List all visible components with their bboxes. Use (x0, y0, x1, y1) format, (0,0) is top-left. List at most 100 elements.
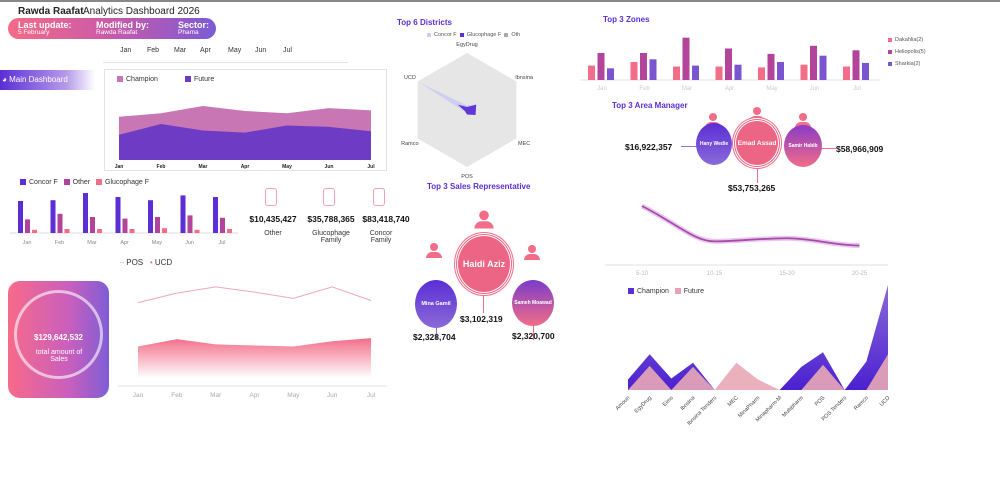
product-bar-chart: Jan Feb Mar Apr May Jun Jul (10, 193, 238, 246)
bar-heliopolis (725, 48, 732, 80)
champion-future-card: Champion Future Jan Feb Mar Apr May Jun Jul (104, 69, 387, 171)
bar-other (187, 215, 193, 233)
age-trend-chart: 5-10 10-15 15-20 20-25 (605, 203, 888, 277)
x-tick-label: May (287, 392, 300, 399)
last-update-value: 5 February (18, 29, 50, 36)
pos-line (137, 286, 372, 304)
x-tick-label: POS (814, 395, 827, 408)
bar-heliopolis (852, 50, 860, 80)
person-icon (524, 245, 540, 260)
emad-value: $53,753,265 (728, 183, 776, 193)
month-jun[interactable]: Jun (255, 47, 267, 54)
x-tick-label: Jan (115, 164, 124, 170)
sales-rep-sameh[interactable]: Sameh Moawad (512, 280, 554, 326)
bar-sharkia (692, 65, 699, 80)
bar-dakahlia (715, 66, 723, 80)
bar-concor-f (213, 197, 218, 233)
zones-title: Top 3 Zones (603, 15, 650, 24)
month-jan[interactable]: Jan (120, 47, 132, 54)
zones-bar-chart: Jan Feb Mar Apr May Jun Jul (580, 37, 880, 92)
info-banner: Last update: 5 February Modified by: Rawda… (8, 18, 216, 39)
main-dashboard-button[interactable]: ◕ Main Dashboard (0, 70, 95, 90)
legend-other: Other (72, 179, 91, 186)
family-value: $10,435,427 (249, 214, 297, 224)
sameh-value: $2,320,700 (512, 331, 555, 341)
bar-dakahlia (758, 67, 765, 80)
pos-ucd-legend: ⎯ POS • UCD (120, 258, 173, 267)
bar-concor-f (50, 200, 56, 233)
bar-concor-f (148, 200, 153, 233)
x-tick-label: Jun (325, 164, 334, 170)
product-legend: Concor F Other Glucophage F (20, 179, 149, 186)
sales-rep-haidi[interactable]: Haidi Aziz (455, 233, 513, 295)
x-tick-label: Jan (133, 392, 144, 399)
bar-glucophage-f (129, 229, 135, 233)
bar-heliopolis (682, 37, 690, 80)
x-tick-label: Mar (199, 164, 208, 170)
bar-sharkia (649, 59, 657, 80)
sector-label: Sector: (178, 20, 210, 30)
radar-axis-label: POS (461, 174, 473, 180)
bar-concor-f (83, 193, 88, 233)
zones-legend: Dakahlia(2) Heliopolis(5) Sharkia(2) (888, 34, 926, 70)
modified-by-label: Modified by: (96, 20, 149, 30)
x-tick-label: UCD (879, 395, 892, 408)
trend-line (641, 205, 860, 247)
legend-dakahlia: Dakahlia(2) (895, 37, 924, 43)
sales-rep-mina[interactable]: Mina Gamil (415, 280, 457, 328)
bar-dakahlia (630, 62, 638, 80)
month-mar[interactable]: Mar (174, 47, 187, 54)
bar-concor-f (18, 201, 23, 233)
family-label: Other (264, 230, 282, 237)
districts-title: Top 6 Districts (397, 18, 452, 27)
legend-champion: Champion (637, 288, 669, 295)
x-tick-label: Mar (682, 86, 692, 92)
legend-other: Oth (511, 32, 521, 38)
bar-other (25, 219, 30, 233)
x-tick-label: Jul (853, 86, 861, 92)
x-tick-label: Jul (367, 392, 376, 399)
x-tick-label: May (282, 164, 292, 170)
bar-dakahlia (800, 64, 808, 80)
person-icon (474, 210, 494, 229)
area-champion (628, 285, 888, 390)
decorative-ring (14, 290, 103, 379)
family-label: Glucophage Family (312, 230, 350, 244)
legend-champion: Champion (126, 76, 158, 83)
x-tick-label: 10-15 (707, 271, 723, 277)
bar-glucophage-f (162, 228, 167, 233)
bar-heliopolis (810, 45, 817, 80)
sales-rep-title: Top 3 Sales Representative (427, 182, 531, 191)
radar-series-glucophage-f (457, 104, 477, 115)
page-title: Analytics Dashboard 2026 (83, 6, 200, 17)
month-may[interactable]: May (228, 47, 242, 54)
medicine-bottle-icon (265, 188, 277, 206)
area-manager-emad[interactable]: Emad Assad (733, 118, 781, 168)
family-label: Concor Family (369, 230, 393, 244)
month-jul[interactable]: Jul (283, 47, 292, 54)
x-tick-label: 5-10 (636, 271, 649, 277)
legend: Future (185, 76, 214, 83)
x-tick-label: Jun (810, 86, 820, 92)
legend-sharkia: Sharkia(2) (895, 61, 921, 67)
x-tick-label: Jul (367, 164, 375, 170)
month-apr[interactable]: Apr (200, 47, 211, 54)
bar-dakahlia (673, 66, 680, 80)
area-manager-title: Top 3 Area Manager (612, 101, 688, 110)
connector (820, 148, 836, 149)
x-tick-label: Ramco (853, 395, 870, 412)
legend-glucophage: Glucophage F (466, 32, 502, 38)
bar-glucophage-f (227, 229, 232, 233)
connector (483, 295, 484, 313)
districts-radar-chart: EgyDrug Ibnsina MEC POS Ramco UCD (401, 42, 534, 180)
bar-sharkia (819, 55, 827, 80)
connector (533, 326, 534, 340)
area-manager-samir[interactable]: Samir Habib (784, 125, 822, 167)
legend-heliopolis: Heliopolis(5) (895, 49, 926, 55)
area-manager-hany[interactable]: Hany Wedie (696, 123, 732, 165)
bar-sharkia (777, 62, 784, 80)
x-tick-label: Multipharm (781, 395, 805, 419)
x-tick-label: 20-25 (852, 271, 868, 277)
month-feb[interactable]: Feb (147, 47, 160, 54)
